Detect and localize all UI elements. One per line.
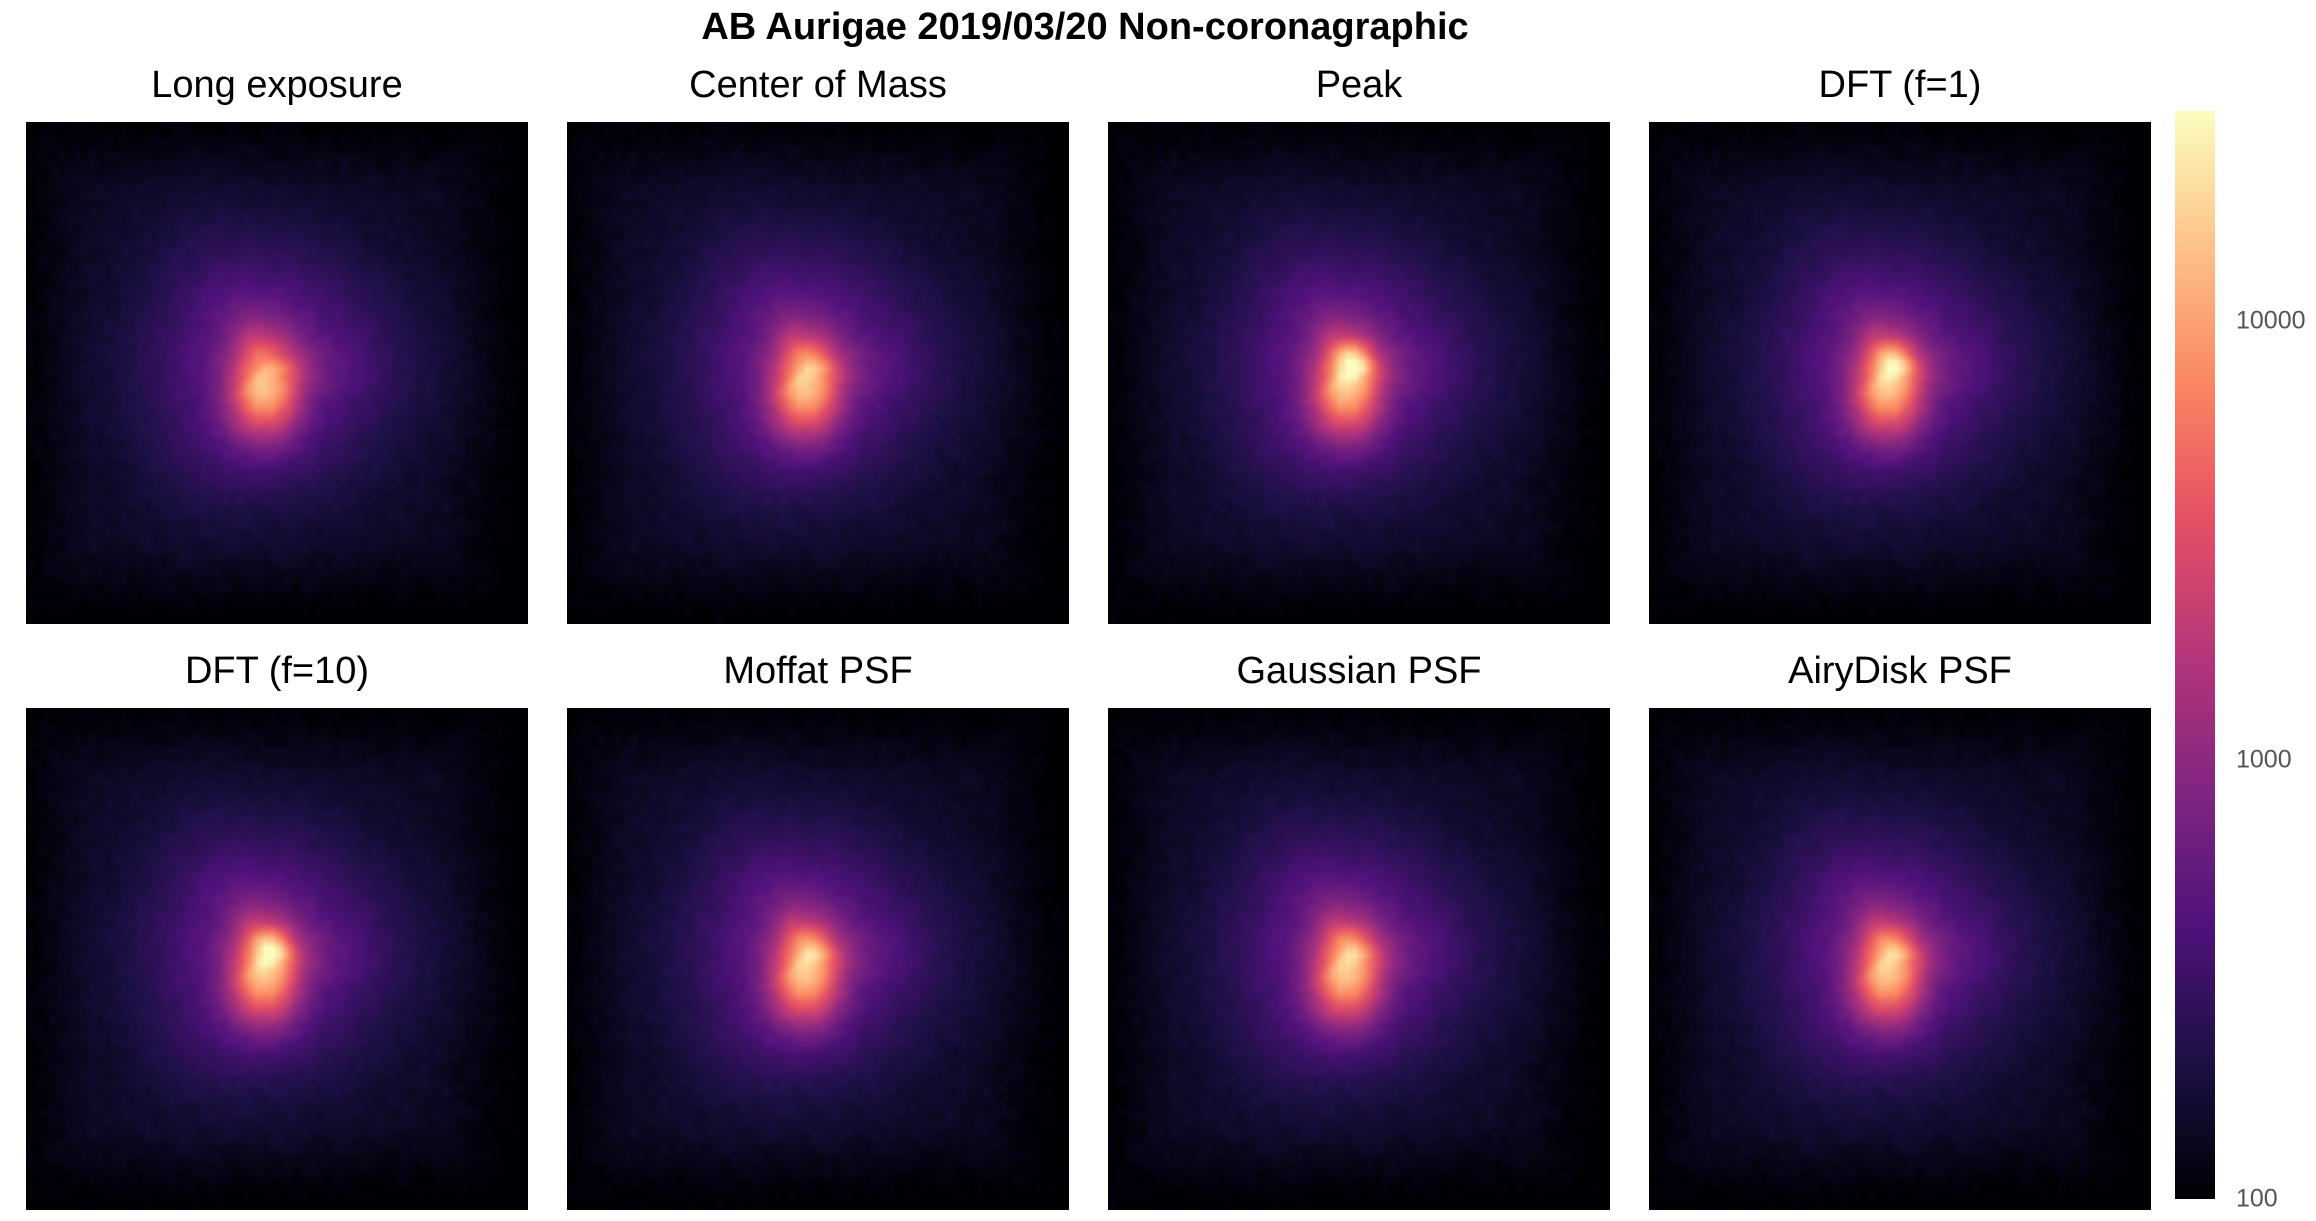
panel-2: Center of Mass [567,56,1069,624]
panel-title: Center of Mass [689,64,947,106]
psf-image [567,122,1069,624]
psf-image [1108,122,1610,624]
panel-6: Moffat PSF [567,642,1069,1210]
colorbar-tick-label: 10000 [2236,306,2306,335]
psf-image [567,708,1069,1210]
colorbar-tick-label: 1000 [2236,745,2292,774]
panel-1: Long exposure [26,56,528,624]
panel-title: AiryDisk PSF [1788,650,2012,692]
panel-5: DFT (f=10) [26,642,528,1210]
panel-title: DFT (f=10) [184,650,370,692]
panel-3: Peak [1108,56,1610,624]
psf-image [1108,708,1610,1210]
panel-4: DFT (f=1) [1649,56,2151,624]
panel-title: Long exposure [151,64,403,106]
panel-title: Gaussian PSF [1236,650,1482,692]
psf-image [26,708,528,1210]
panel-8: AiryDisk PSF [1649,642,2151,1210]
psf-image [1649,708,2151,1210]
psf-image [26,122,528,624]
colorbar [2175,111,2215,1199]
panel-7: Gaussian PSF [1108,642,1610,1210]
psf-image [1649,122,2151,624]
colorbar-tick-label: 100 [2236,1184,2278,1213]
panel-title: Peak [1315,64,1403,106]
panel-title: Moffat PSF [723,650,913,692]
figure-title: AB Aurigae 2019/03/20 Non-coronagraphic [701,6,1469,48]
panel-title: DFT (f=1) [1818,64,1982,106]
